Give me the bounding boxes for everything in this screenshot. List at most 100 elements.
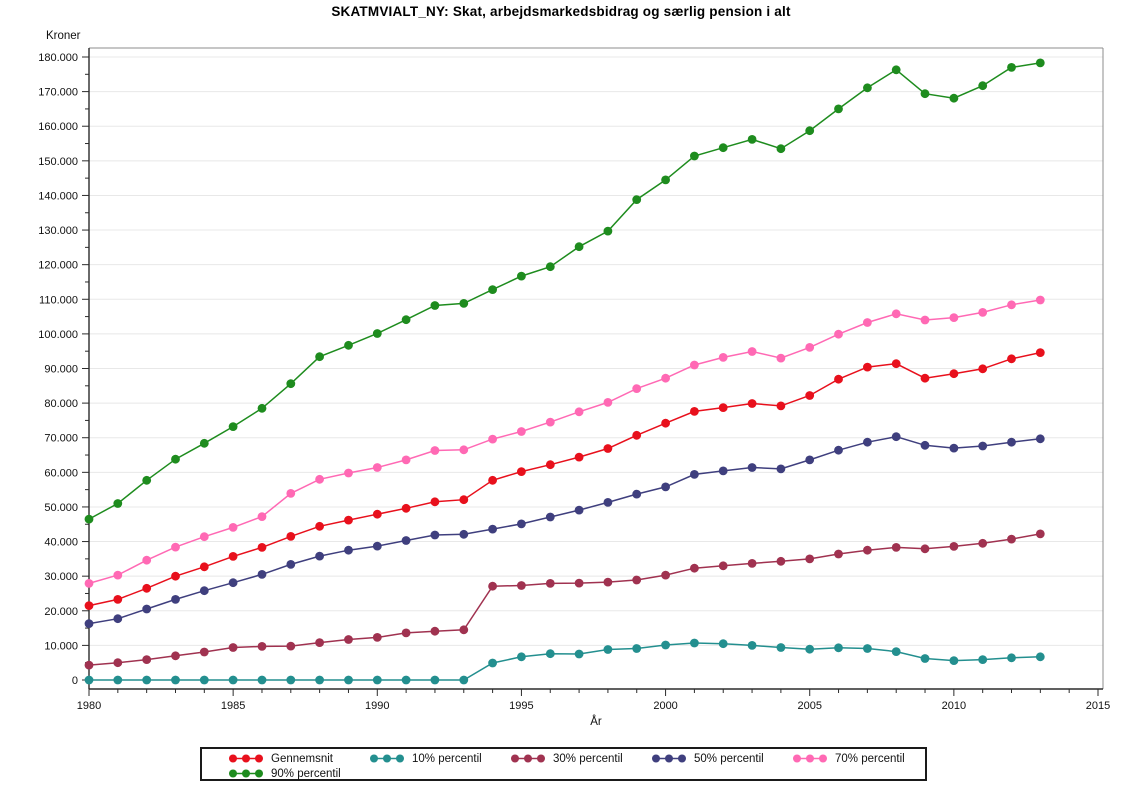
- legend-marker-icon: [793, 754, 827, 763]
- series-point-30-percentil: [978, 538, 988, 548]
- legend-label: 70% percentil: [835, 752, 905, 765]
- legend-marker-icon: [229, 754, 263, 763]
- series-point-gennemsnit: [805, 391, 815, 400]
- series-point-gennemsnit: [142, 583, 152, 593]
- series-point-50-percentil: [718, 466, 728, 476]
- x-tick-label: 2010: [942, 700, 966, 712]
- series-point-30-percentil: [805, 554, 815, 564]
- series-point-70-percentil: [776, 353, 786, 363]
- series-point-90-percentil: [834, 104, 843, 114]
- series-point-30-percentil: [142, 655, 152, 664]
- series-point-90-percentil: [344, 340, 353, 350]
- series-point-gennemsnit: [661, 418, 670, 428]
- series-point-50-percentil: [199, 586, 209, 596]
- series-point-30-percentil: [863, 545, 872, 555]
- series-point-50-percentil: [1035, 434, 1045, 444]
- y-tick-label: 70.000: [44, 433, 78, 445]
- series-point-10-percentil: [949, 656, 959, 665]
- series-point-70-percentil: [863, 318, 872, 327]
- series-point-gennemsnit: [603, 444, 613, 453]
- series-point-gennemsnit: [863, 362, 872, 372]
- series-point-50-percentil: [257, 570, 267, 579]
- y-tick-label: 130.000: [38, 225, 78, 237]
- y-tick-label: 40.000: [44, 537, 78, 549]
- series-point-10-percentil: [1035, 652, 1045, 662]
- series-point-50-percentil: [517, 519, 526, 529]
- series-point-10-percentil: [517, 652, 526, 662]
- y-axis-title: Kroner: [46, 30, 81, 42]
- series-point-gennemsnit: [834, 374, 843, 384]
- y-tick-label: 180.000: [38, 52, 78, 64]
- x-tick-label: 1980: [77, 700, 101, 712]
- series-point-90-percentil: [199, 438, 209, 448]
- series-point-90-percentil: [430, 301, 440, 310]
- series-point-30-percentil: [113, 658, 123, 668]
- y-tick-label: 110.000: [39, 294, 78, 306]
- y-tick-label: 140.000: [38, 190, 78, 202]
- legend-item-50-percentil: 50% percentil: [651, 753, 792, 765]
- series-point-50-percentil: [1007, 437, 1016, 447]
- series-point-gennemsnit: [718, 403, 728, 412]
- series-point-50-percentil: [574, 505, 584, 515]
- series-point-70-percentil: [545, 417, 555, 427]
- x-tick-label: 1990: [365, 700, 389, 712]
- series-point-50-percentil: [372, 541, 382, 551]
- series-point-30-percentil: [690, 563, 699, 573]
- series-point-50-percentil: [286, 560, 296, 569]
- series-point-70-percentil: [142, 555, 152, 565]
- series-point-50-percentil: [113, 614, 123, 624]
- series-point-70-percentil: [718, 353, 728, 362]
- y-tick-label: 10.000: [44, 640, 78, 652]
- series-point-gennemsnit: [372, 509, 382, 519]
- series-point-90-percentil: [315, 352, 324, 362]
- series-point-30-percentil: [199, 647, 209, 657]
- y-tick-label: 60.000: [44, 467, 78, 479]
- series-point-30-percentil: [834, 549, 843, 559]
- legend-item-30-percentil: 30% percentil: [510, 753, 651, 765]
- series-point-10-percentil: [488, 658, 497, 668]
- series-point-10-percentil: [718, 639, 728, 649]
- y-tick-label: 90.000: [44, 364, 78, 376]
- series-point-10-percentil: [459, 675, 469, 685]
- series-point-30-percentil: [632, 575, 642, 585]
- series-point-70-percentil: [1035, 295, 1045, 305]
- series-point-50-percentil: [805, 455, 815, 465]
- series-point-70-percentil: [315, 474, 324, 484]
- series-point-30-percentil: [661, 570, 670, 580]
- series-point-gennemsnit: [315, 521, 324, 531]
- series-point-30-percentil: [603, 577, 613, 587]
- series-line-30-percentil: [88, 533, 1041, 666]
- series-point-70-percentil: [401, 455, 411, 465]
- series-point-50-percentil: [228, 578, 238, 588]
- x-tick-label: 1995: [509, 700, 533, 712]
- series-point-30-percentil: [401, 628, 411, 638]
- series-point-gennemsnit: [574, 452, 584, 462]
- legend-marker-icon: [652, 754, 686, 763]
- legend-item-90-percentil: 90% percentil: [228, 768, 369, 780]
- series-point-90-percentil: [1007, 63, 1016, 72]
- series-point-gennemsnit: [113, 595, 123, 604]
- series-point-10-percentil: [545, 649, 555, 659]
- series-point-70-percentil: [113, 570, 123, 580]
- series-point-50-percentil: [978, 441, 988, 451]
- series-point-50-percentil: [776, 464, 786, 474]
- series-point-70-percentil: [834, 329, 843, 339]
- series-point-30-percentil: [891, 543, 901, 552]
- series-point-gennemsnit: [949, 369, 959, 379]
- series-point-10-percentil: [84, 675, 94, 685]
- series-point-70-percentil: [632, 384, 642, 393]
- series-point-10-percentil: [372, 675, 382, 685]
- series-point-50-percentil: [603, 498, 613, 507]
- series-point-50-percentil: [632, 489, 642, 499]
- series-point-50-percentil: [920, 440, 930, 450]
- series-point-30-percentil: [517, 581, 526, 590]
- series-point-gennemsnit: [84, 601, 94, 610]
- series-point-gennemsnit: [978, 364, 988, 374]
- series-point-gennemsnit: [430, 497, 440, 507]
- series-point-90-percentil: [632, 195, 642, 205]
- series-point-10-percentil: [142, 675, 152, 685]
- series-point-10-percentil: [171, 675, 180, 685]
- series-point-30-percentil: [84, 660, 94, 670]
- series-point-10-percentil: [401, 675, 411, 685]
- series-point-10-percentil: [315, 675, 324, 685]
